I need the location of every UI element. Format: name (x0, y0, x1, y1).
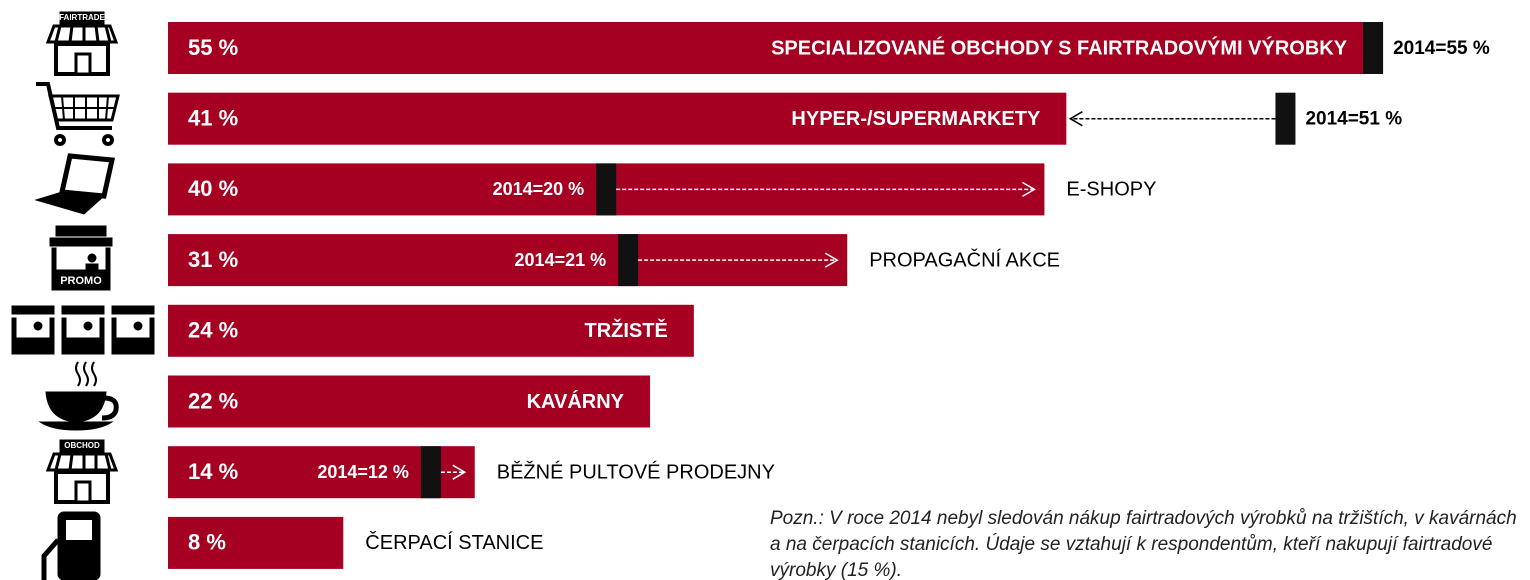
bar (168, 516, 344, 569)
icon-market (11, 305, 155, 355)
bar (168, 92, 1067, 145)
category-label: SPECIALIZOVANÉ OBCHODY S FAIRTRADOVÝMI V… (771, 35, 1348, 59)
bar (168, 375, 651, 428)
arrow-head (452, 464, 467, 480)
prior-label: 2014=55 % (1393, 38, 1490, 59)
icon-cup (38, 361, 119, 431)
icon-store (45, 11, 119, 76)
prior-marker (596, 163, 617, 216)
category-label: HYPER-/SUPERMARKETY (791, 108, 1041, 130)
value-label: 24 % (188, 318, 238, 343)
arrow-head (1022, 181, 1036, 198)
value-label: 22 % (188, 388, 238, 413)
prior-marker (1363, 22, 1384, 74)
prior-label: 2014=12 % (317, 462, 409, 482)
bar (168, 22, 1374, 74)
prior-marker (1275, 92, 1296, 145)
bar (168, 234, 848, 287)
icon-store (45, 439, 119, 504)
icon-label: OBCHOD (64, 441, 100, 450)
prior-marker (420, 446, 441, 499)
arrow-head (824, 252, 839, 268)
value-label: 14 % (188, 459, 238, 484)
value-label: 40 % (188, 176, 238, 201)
category-label: BĚŽNÉ PULTOVÉ PRODEJNY (497, 460, 775, 483)
prior-label: 2014=51 % (1305, 109, 1402, 130)
icon-laptop (34, 153, 116, 215)
category-label: ČERPACÍ STANICE (365, 531, 543, 554)
category-label: E-SHOPY (1066, 179, 1156, 201)
icon-cart (36, 82, 120, 146)
category-label: TRŽISTĚ (585, 318, 668, 342)
category-label: PROPAGAČNÍ AKCE (869, 248, 1060, 271)
prior-label: 2014=21 % (515, 250, 607, 270)
value-label: 55 % (188, 35, 238, 60)
category-label: KAVÁRNY (527, 390, 625, 413)
icons (11, 11, 155, 580)
icon-label: PROMO (60, 275, 102, 287)
note: Pozn.: V roce 2014 nebyl sledován nákup … (770, 508, 1517, 580)
icon-promo (49, 225, 113, 291)
value-label: 8 % (188, 530, 226, 555)
arrow-head (1068, 111, 1083, 127)
icon-label: FAIRTRADE (59, 13, 105, 22)
icon-fuel (41, 511, 101, 580)
prior-label: 2014=20 % (493, 179, 585, 199)
value-label: 31 % (188, 247, 238, 272)
value-label: 41 % (188, 106, 238, 131)
prior-marker (618, 234, 639, 287)
bar (168, 304, 694, 357)
